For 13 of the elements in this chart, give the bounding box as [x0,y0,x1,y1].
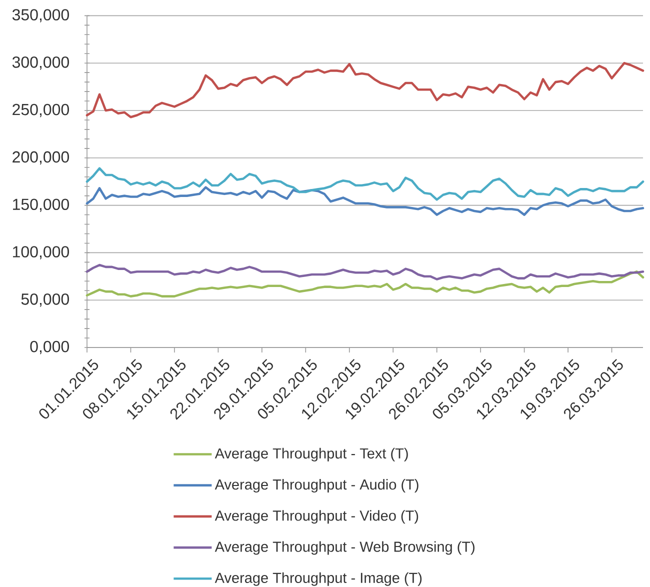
legend-label: Average Throughput - Web Browsing (T) [214,541,474,555]
legend-label: Average Throughput - Audio (T) [214,479,418,493]
legend-label: Average Throughput - Image (T) [214,572,422,586]
y-tick-label: 200,000 [12,151,69,164]
y-tick-label: 50,000 [21,293,69,307]
y-tick-label: 350,000 [12,9,69,22]
y-tick-label: 100,000 [13,246,69,260]
legend-label: Average Throughput - Video (T) [214,510,418,524]
y-tick-label: 150,000 [13,198,69,212]
legend-label: Average Throughput - Text (T) [214,448,408,462]
y-tick-label: 300,000 [12,56,69,70]
y-tick-label: 0,000 [30,340,69,354]
y-tick-label: 250,000 [12,104,69,118]
